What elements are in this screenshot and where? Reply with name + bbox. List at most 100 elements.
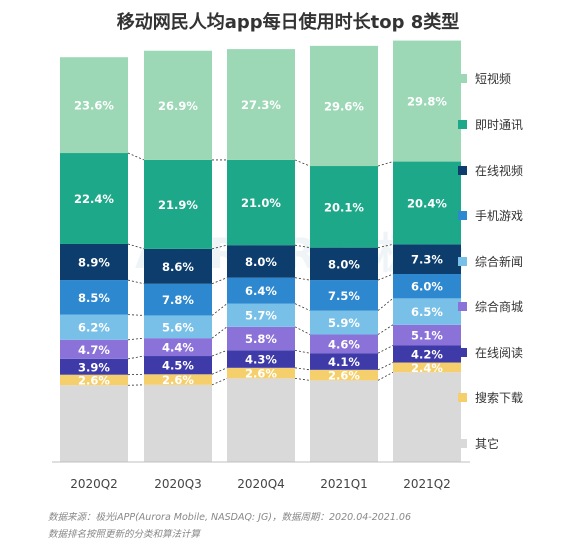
bar-其它-2021Q2 bbox=[393, 372, 461, 462]
x-tick-label-2021Q1: 2021Q1 bbox=[320, 477, 368, 491]
data-label-搜索下载-2021Q2: 2.4% bbox=[411, 361, 443, 375]
data-label-在线视频-2020Q3: 8.6% bbox=[162, 260, 194, 274]
connector-line bbox=[127, 152, 145, 161]
data-label-综合新闻-2021Q1: 5.9% bbox=[328, 316, 360, 330]
data-label-在线视频-2020Q4: 8.0% bbox=[245, 255, 277, 269]
data-label-手机游戏-2021Q2: 6.0% bbox=[411, 280, 443, 294]
legend-label: 搜索下载 bbox=[475, 390, 524, 405]
data-label-综合商城-2021Q2: 5.1% bbox=[411, 329, 443, 343]
connector-line bbox=[377, 243, 394, 249]
legend-item-短视频: 短视频 bbox=[458, 70, 511, 86]
data-label-在线视频-2020Q2: 8.9% bbox=[78, 256, 110, 270]
bar-综合商城-2021Q1 bbox=[310, 334, 378, 354]
bar-在线视频-2020Q3 bbox=[144, 248, 212, 284]
bar-在线阅读-2020Q3 bbox=[144, 356, 212, 375]
legend-label: 短视频 bbox=[475, 71, 512, 86]
data-label-短视频-2020Q3: 26.9% bbox=[158, 99, 198, 113]
bar-搜索下载-2020Q3 bbox=[144, 374, 212, 385]
bar-短视频-2021Q1 bbox=[310, 45, 378, 167]
connector-line bbox=[211, 244, 228, 250]
data-label-手机游戏-2020Q4: 6.4% bbox=[245, 284, 277, 298]
connector-line bbox=[294, 377, 311, 381]
bar-综合商城-2020Q4 bbox=[227, 326, 295, 351]
connector-line bbox=[377, 273, 394, 281]
data-label-在线视频-2021Q1: 8.0% bbox=[328, 257, 360, 271]
data-label-在线阅读-2021Q1: 4.1% bbox=[328, 355, 360, 369]
data-label-综合商城-2021Q1: 4.6% bbox=[328, 337, 360, 351]
legend-label: 在线阅读 bbox=[475, 345, 524, 360]
data-label-综合商城-2020Q4: 5.8% bbox=[245, 332, 277, 346]
chart-title: 移动网民人均app每日使用时长top 8类型 bbox=[116, 12, 460, 33]
bar-综合商城-2020Q3 bbox=[144, 338, 212, 357]
data-label-在线阅读-2020Q2: 3.9% bbox=[78, 360, 110, 374]
legend-item-即时通讯: 即时通讯 bbox=[458, 116, 523, 132]
bar-手机游戏-2021Q1 bbox=[310, 280, 378, 311]
data-label-搜索下载-2021Q1: 2.6% bbox=[328, 369, 360, 383]
bar-短视频-2020Q3 bbox=[144, 50, 212, 160]
data-label-搜索下载-2020Q2: 2.6% bbox=[78, 373, 110, 387]
connector-line bbox=[127, 355, 145, 360]
data-label-综合新闻-2021Q2: 6.5% bbox=[411, 305, 443, 319]
bar-搜索下载-2020Q2 bbox=[60, 374, 128, 386]
bar-其它-2020Q3 bbox=[144, 384, 212, 462]
data-label-在线视频-2021Q2: 7.3% bbox=[411, 253, 443, 267]
bar-即时通讯-2021Q1 bbox=[310, 166, 378, 248]
connector-line bbox=[377, 161, 394, 167]
legend-swatch bbox=[458, 256, 467, 266]
legend-label: 手机游戏 bbox=[475, 208, 524, 223]
data-label-手机游戏-2020Q2: 8.5% bbox=[78, 291, 110, 305]
bar-综合商城-2021Q2 bbox=[393, 324, 461, 346]
bar-综合新闻-2020Q2 bbox=[60, 314, 128, 340]
connector-line bbox=[377, 371, 394, 381]
connector-line bbox=[211, 377, 228, 386]
connector-line bbox=[294, 326, 311, 335]
x-tick-label-2021Q2: 2021Q2 bbox=[403, 477, 451, 491]
bar-短视频-2020Q4 bbox=[227, 49, 295, 160]
bar-综合新闻-2021Q1 bbox=[310, 310, 378, 335]
data-label-综合新闻-2020Q2: 6.2% bbox=[78, 321, 110, 335]
bar-搜索下载-2020Q4 bbox=[227, 367, 295, 379]
connector-line bbox=[294, 244, 311, 249]
bar-在线阅读-2021Q1 bbox=[310, 353, 378, 370]
legend-swatch bbox=[458, 438, 467, 448]
legend-label: 综合新闻 bbox=[475, 254, 524, 269]
x-tick-label-2020Q2: 2020Q2 bbox=[70, 477, 118, 491]
connector-line bbox=[211, 349, 228, 357]
data-label-即时通讯-2021Q1: 20.1% bbox=[324, 200, 364, 214]
connector-line bbox=[127, 279, 145, 285]
legend-item-在线视频: 在线视频 bbox=[458, 162, 523, 178]
data-label-短视频-2021Q2: 29.8% bbox=[407, 95, 447, 109]
bar-其它-2021Q1 bbox=[310, 380, 378, 462]
bar-在线视频-2020Q4 bbox=[227, 245, 295, 278]
connector-line bbox=[377, 345, 394, 354]
connector-line bbox=[377, 298, 394, 311]
bar-即时通讯-2021Q2 bbox=[393, 161, 461, 245]
legend-swatch bbox=[458, 73, 467, 83]
legend-item-搜索下载: 搜索下载 bbox=[458, 389, 523, 405]
data-label-手机游戏-2021Q1: 7.5% bbox=[328, 289, 360, 303]
bar-在线视频-2020Q2 bbox=[60, 243, 128, 281]
data-label-即时通讯-2020Q4: 21.0% bbox=[241, 196, 281, 210]
bar-在线视频-2021Q1 bbox=[310, 247, 378, 281]
data-label-手机游戏-2020Q3: 7.8% bbox=[162, 293, 194, 307]
bar-在线视频-2021Q2 bbox=[393, 244, 461, 275]
bar-labels: 2.6%3.9%4.7%6.2%8.5%8.9%22.4%23.6%2.6%4.… bbox=[74, 95, 447, 388]
bar-即时通讯-2020Q4 bbox=[227, 159, 295, 246]
legend-swatch bbox=[458, 119, 467, 129]
data-label-在线阅读-2021Q2: 4.2% bbox=[411, 348, 443, 362]
bar-在线阅读-2020Q4 bbox=[227, 350, 295, 368]
data-label-搜索下载-2020Q3: 2.6% bbox=[162, 373, 194, 387]
bar-综合商城-2020Q2 bbox=[60, 339, 128, 359]
data-label-搜索下载-2020Q4: 2.6% bbox=[245, 367, 277, 381]
legend-swatch bbox=[458, 347, 467, 357]
connector-line bbox=[377, 362, 394, 371]
bar-手机游戏-2020Q2 bbox=[60, 280, 128, 315]
bar-综合新闻-2020Q4 bbox=[227, 303, 295, 327]
data-label-即时通讯-2020Q3: 21.9% bbox=[158, 198, 198, 212]
bar-手机游戏-2020Q3 bbox=[144, 283, 212, 316]
data-label-综合商城-2020Q3: 4.4% bbox=[162, 341, 194, 355]
connector-line bbox=[294, 159, 311, 167]
connector-line bbox=[211, 367, 228, 375]
legend-swatch bbox=[458, 210, 467, 220]
